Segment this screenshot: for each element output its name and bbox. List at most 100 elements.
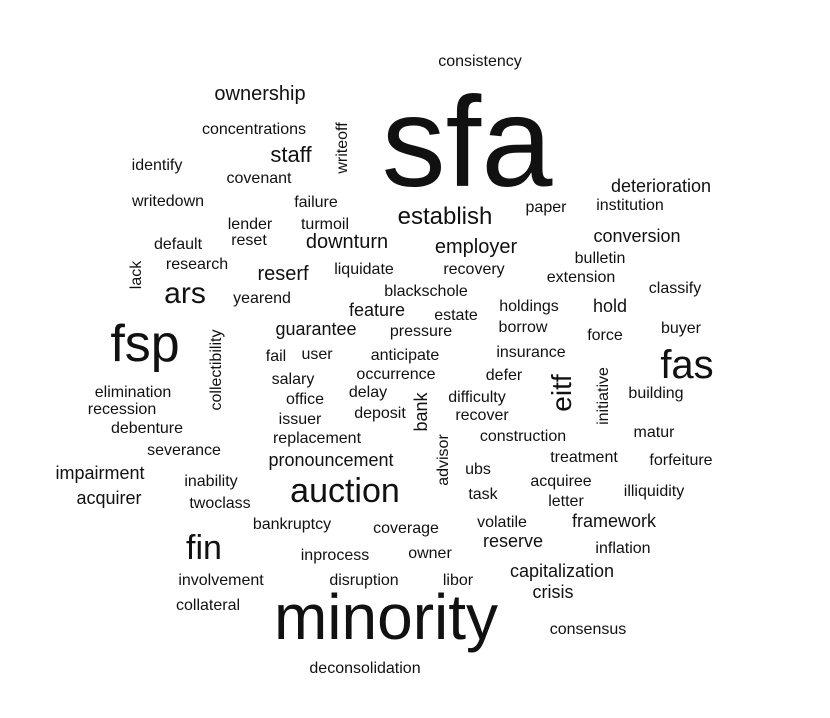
word-twoclass: twoclass [189,495,250,512]
word-libor: libor [443,572,474,589]
word-office: office [286,391,324,408]
word-difficulty: difficulty [448,389,506,406]
word-extension: extension [547,269,616,286]
word-turmoil: turmoil [301,216,349,233]
word-institution: institution [596,197,664,214]
word-involvement: involvement [178,572,264,589]
word-hold: hold [593,296,627,316]
word-framework: framework [572,511,657,531]
word-paper: paper [526,199,568,216]
word-guarantee: guarantee [275,319,356,339]
word-classify: classify [649,280,701,297]
word-covenant: covenant [227,170,292,187]
word-letter: letter [548,493,584,510]
word-liquidate: liquidate [334,261,394,278]
word-inflation: inflation [595,540,650,557]
word-ubs: ubs [465,461,491,478]
word-advisor: advisor [435,434,452,486]
word-buyer: buyer [661,320,702,337]
word-reset: reset [231,232,267,249]
word-writeoff: writeoff [334,122,351,175]
word-concentrations: concentrations [202,121,306,138]
word-owner: owner [408,545,452,562]
word-issuer: issuer [279,411,322,428]
word-volatile: volatile [477,514,527,531]
word-matur: matur [634,424,676,441]
word-estate: estate [434,307,478,324]
word-recession: recession [88,401,156,418]
word-inprocess: inprocess [301,547,369,564]
word-employer: employer [435,236,518,258]
word-eitf: eitf [546,374,577,412]
word-occurrence: occurrence [356,366,435,383]
word-building: building [628,385,683,402]
word-auction: auction [290,472,400,510]
word-identify: identify [132,157,183,174]
word-salary: salary [272,371,315,388]
word-illiquidity: illiquidity [624,483,684,500]
word-conversion: conversion [593,226,680,246]
word-default: default [154,236,203,253]
word-reserve: reserve [483,531,543,551]
word-task: task [468,486,498,503]
word-feature: feature [349,300,405,320]
word-failure: failure [294,194,338,211]
word-pronouncement: pronouncement [268,450,393,470]
word-bank: bank [411,391,431,431]
word-pressure: pressure [390,323,452,340]
word-collectibility: collectibility [208,330,225,411]
word-lender: lender [228,216,273,233]
word-capitalization: capitalization [510,561,614,581]
word-consistency: consistency [438,53,522,70]
word-elimination: elimination [95,384,171,401]
word-collateral: collateral [176,597,240,614]
word-establish: establish [398,203,493,230]
word-insurance: insurance [496,344,565,361]
word-debenture: debenture [111,420,183,437]
word-construction: construction [480,428,566,445]
word-bulletin: bulletin [575,250,626,267]
word-borrow: borrow [499,319,548,336]
word-initiative: initiative [595,367,612,425]
word-acquirer: acquirer [76,488,141,508]
word-inability: inability [184,473,237,490]
word-fail: fail [266,348,286,365]
word-deterioration: deterioration [611,176,711,196]
word-severance: severance [147,442,221,459]
word-recovery: recovery [443,261,504,278]
word-treatment: treatment [550,449,618,466]
word-replacement: replacement [273,430,362,447]
word-coverage: coverage [373,520,439,537]
word-blackschole: blackschole [384,283,468,300]
word-forfeiture: forfeiture [649,452,712,469]
word-downturn: downturn [306,231,388,253]
word-fsp: fsp [110,315,179,373]
word-acquiree: acquiree [530,473,591,490]
word-minority: minority [274,581,498,653]
word-bankruptcy: bankruptcy [253,516,331,533]
word-lack: lack [128,260,145,289]
word-user: user [301,346,333,363]
word-impairment: impairment [55,463,144,483]
word-recover: recover [455,407,509,424]
word-consensus: consensus [550,621,627,638]
word-sfa: sfa [382,71,554,214]
word-crisis: crisis [533,582,574,602]
word-anticipate: anticipate [371,347,440,364]
word-yearend: yearend [233,290,291,307]
word-force: force [587,327,623,344]
word-fas: fas [660,343,713,387]
word-deposit: deposit [354,405,406,422]
word-research: research [166,256,228,273]
word-deconsolidation: deconsolidation [309,660,420,677]
word-ownership: ownership [214,83,305,105]
word-fin: fin [186,529,222,567]
word-staff: staff [270,142,312,167]
word-holdings: holdings [499,298,559,315]
word-reserf: reserf [257,263,309,285]
word-ars: ars [164,277,206,310]
word-writedown: writedown [131,193,204,210]
word-defer: defer [486,367,523,384]
